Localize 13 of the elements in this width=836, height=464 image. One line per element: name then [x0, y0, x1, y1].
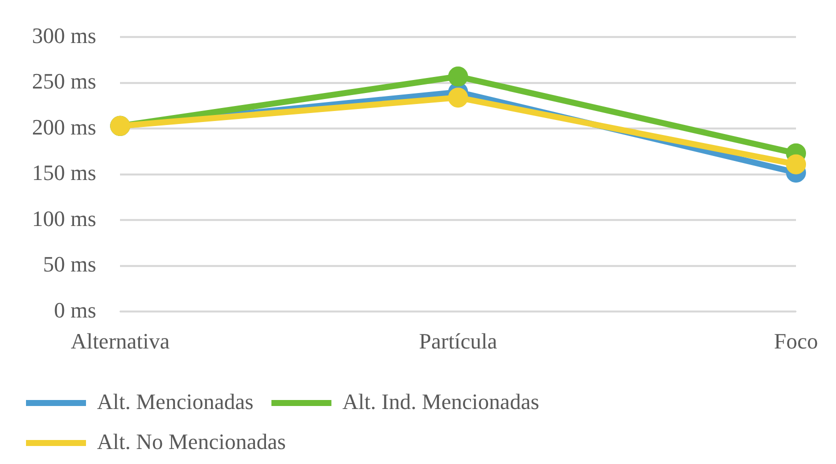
y-tick-label: 150 ms — [32, 160, 96, 186]
x-tick-label: Partícula — [418, 328, 498, 354]
y-tick-label: 50 ms — [42, 252, 96, 277]
x-tick-label: Alternativa — [70, 328, 170, 354]
y-tick-label: 300 ms — [32, 22, 96, 48]
legend-label: Alt. Mencionadas — [97, 388, 254, 414]
x-tick-label: Foco — [774, 328, 818, 354]
y-tick-label: 100 ms — [32, 206, 96, 231]
y-tick-label: 200 ms — [32, 114, 96, 140]
y-tick-label: 250 ms — [32, 68, 96, 94]
y-tick-label: 0 ms — [54, 297, 96, 322]
legend-label: Alt. No Mencionadas — [97, 428, 286, 454]
legend-label: Alt. Ind. Mencionadas — [342, 388, 540, 414]
